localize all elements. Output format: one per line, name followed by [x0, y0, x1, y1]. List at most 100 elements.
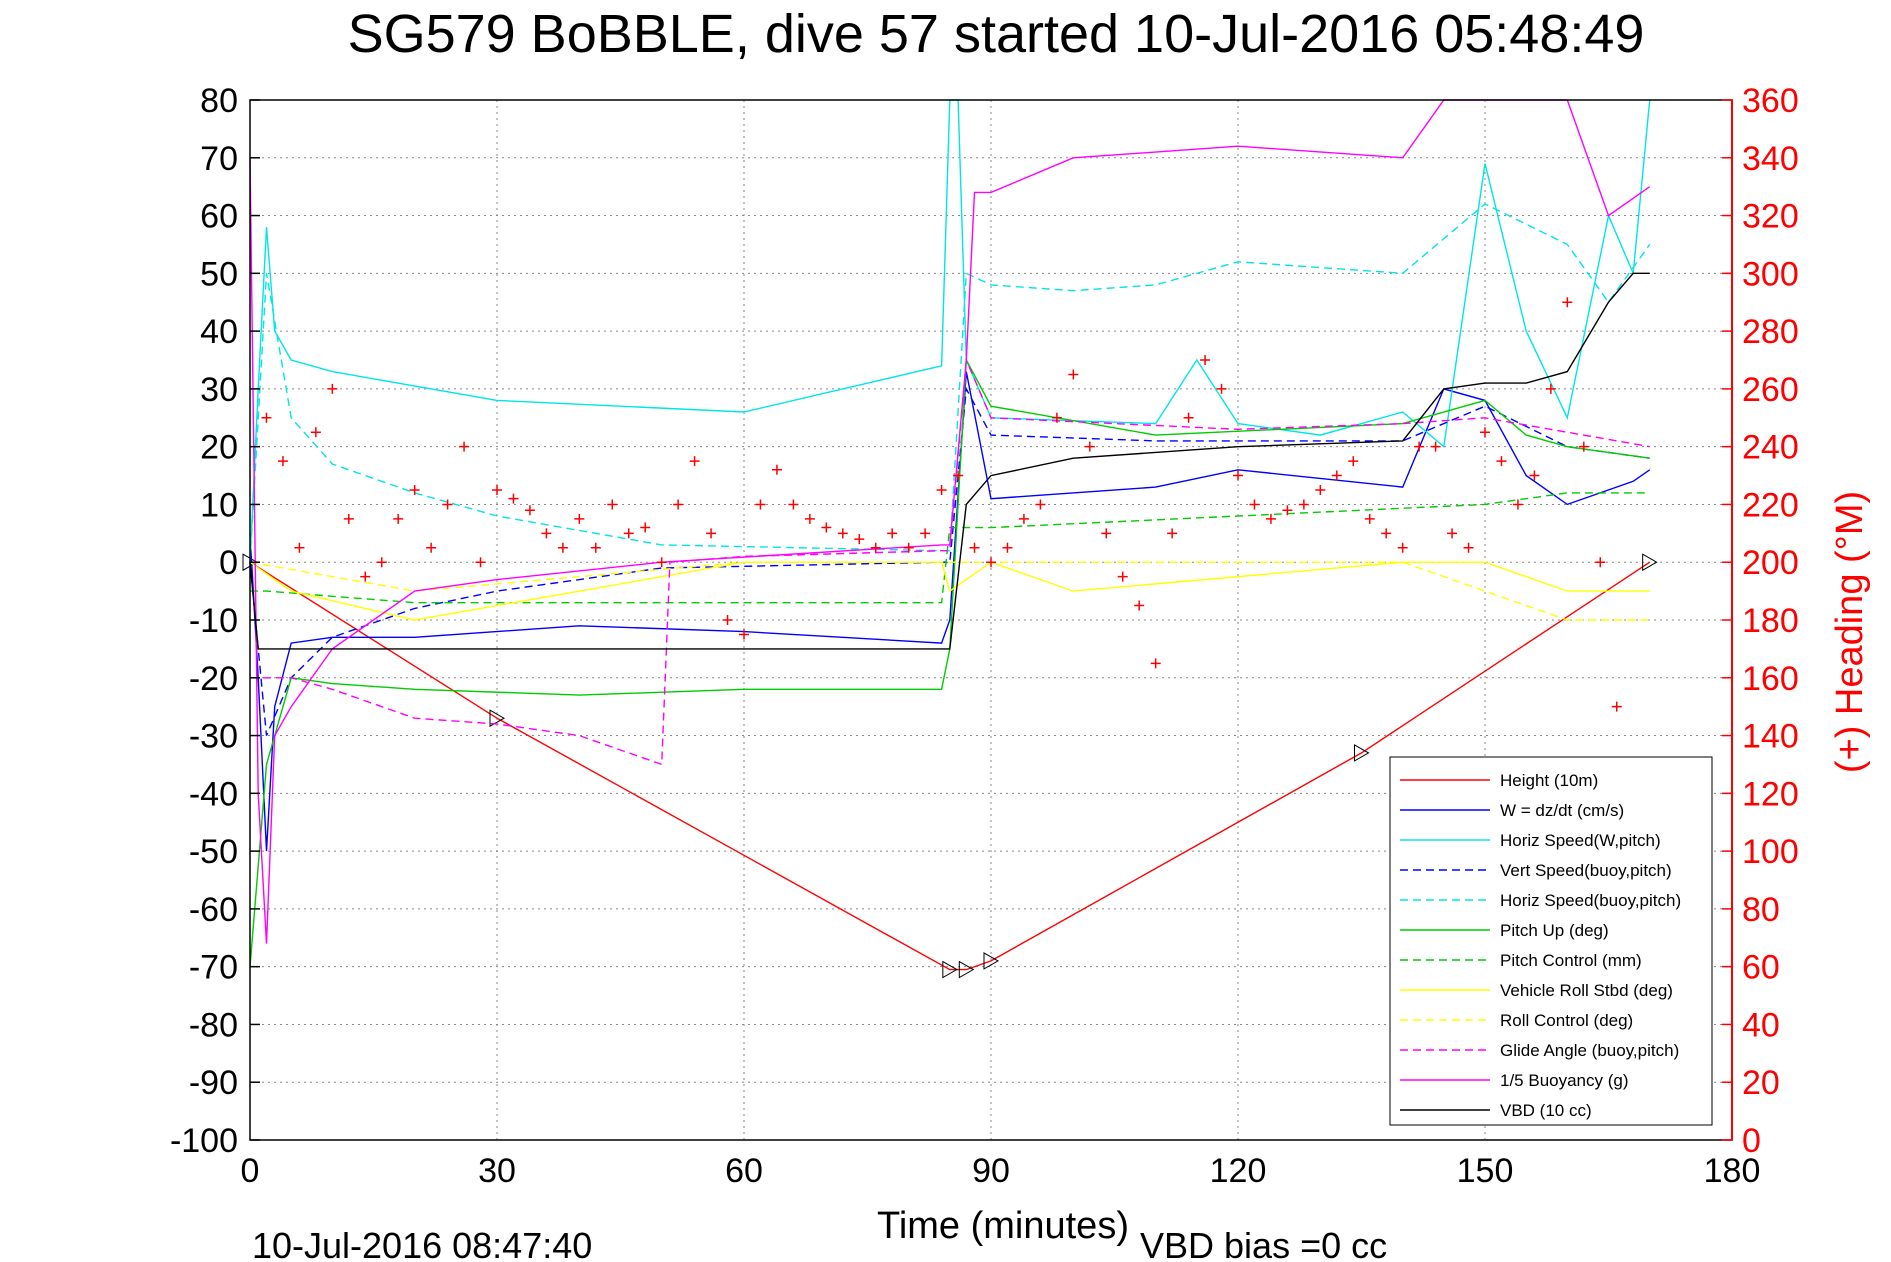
legend-entry: Pitch Up (deg) — [1500, 921, 1609, 940]
heading-marker — [1265, 513, 1276, 524]
heading-marker — [1282, 505, 1293, 516]
heading-marker — [1331, 470, 1342, 481]
heading-marker — [1101, 528, 1112, 539]
heading-marker — [953, 470, 964, 481]
legend-entry: Pitch Control (mm) — [1500, 951, 1642, 970]
y-tick-label: -90 — [189, 1064, 238, 1102]
y2-tick-label: 120 — [1742, 775, 1799, 813]
heading-marker — [1084, 441, 1095, 452]
heading-marker — [310, 427, 321, 438]
heading-marker — [1051, 412, 1062, 423]
height-marker — [958, 960, 975, 979]
legend-entry: Vehicle Roll Stbd (deg) — [1500, 981, 1673, 1000]
series-line — [249, 203, 1651, 563]
x-tick-label: 30 — [478, 1152, 516, 1190]
heading-marker — [739, 629, 749, 640]
legend-entry: Horiz Speed(buoy,pitch) — [1500, 891, 1681, 910]
legend-entry: Roll Control (deg) — [1500, 1011, 1633, 1030]
heading-marker — [788, 499, 799, 510]
x-tick-label: 180 — [1704, 1152, 1761, 1190]
heading-marker — [706, 528, 717, 539]
y2-tick-label: 160 — [1742, 660, 1799, 698]
y2-tick-label: 360 — [1742, 82, 1799, 120]
heading-marker — [1315, 485, 1326, 495]
y-tick-label: 0 — [219, 544, 238, 582]
y-tick-label: -100 — [170, 1122, 238, 1160]
heading-marker — [1298, 499, 1309, 510]
heading-marker — [1545, 383, 1556, 394]
y-tick-label: 50 — [200, 255, 238, 293]
heading-marker — [1529, 470, 1540, 481]
heading-marker — [1512, 499, 1523, 510]
legend-entry: VBD (10 cc) — [1500, 1101, 1592, 1120]
heading-marker — [459, 441, 470, 452]
y-tick-label: -30 — [189, 718, 238, 756]
y-tick-label: 40 — [200, 313, 238, 351]
height-marker — [1642, 553, 1658, 572]
heading-marker — [541, 528, 552, 539]
heading-marker — [475, 557, 486, 568]
heading-marker — [1562, 297, 1573, 308]
y2-tick-label: 240 — [1742, 429, 1799, 467]
footer-vbd-bias: VBD bias =0 cc — [1140, 1225, 1387, 1262]
y2-tick-label: 0 — [1742, 1122, 1761, 1160]
heading-marker — [837, 528, 848, 539]
series-line — [249, 272, 1650, 650]
legend: Height (10m) W = dz/dt (cm/s) Horiz Speed(… — [1389, 756, 1713, 1126]
y2-tick-label: 220 — [1742, 486, 1799, 524]
heading-marker — [590, 542, 601, 553]
heading-marker — [1480, 427, 1490, 438]
y2-tick-label: 340 — [1742, 140, 1799, 178]
ticks-layer: 0 30 60 90 120 150 18080706050403020100-10-20-… — [170, 82, 1799, 1190]
heading-marker — [327, 383, 338, 394]
heading-marker — [1200, 355, 1211, 365]
y-tick-label: -80 — [189, 1006, 238, 1044]
heading-marker — [492, 485, 502, 495]
y-tick-label: -10 — [189, 602, 238, 640]
heading-marker — [1018, 513, 1029, 524]
heading-marker — [524, 505, 535, 516]
height-marker — [489, 709, 506, 728]
x-tick-label: 0 — [241, 1152, 260, 1190]
heading-marker — [277, 456, 288, 467]
y2-tick-label: 80 — [1742, 891, 1780, 929]
heading-marker — [936, 485, 947, 495]
y2-tick-label: 300 — [1742, 255, 1799, 293]
y2-tick-label: 320 — [1742, 198, 1799, 236]
height-marker — [942, 960, 958, 979]
heading-marker — [903, 542, 914, 553]
heading-marker — [771, 464, 782, 475]
x-tick-label: 90 — [972, 1152, 1010, 1190]
series-pitch-control-mm — [250, 492, 1650, 604]
heading-marker — [854, 534, 865, 545]
y-tick-label: 80 — [200, 82, 238, 120]
y2-tick-label: 100 — [1742, 833, 1799, 871]
heading-marker — [1002, 542, 1013, 553]
heading-marker — [969, 542, 980, 553]
x-tick-label: 60 — [725, 1152, 763, 1190]
heading-marker — [1035, 499, 1046, 510]
heading-marker — [294, 542, 305, 553]
heading-marker — [1117, 571, 1128, 582]
y2-tick-label: 60 — [1742, 949, 1780, 987]
height-marker — [1354, 744, 1370, 762]
y2-tick-label: 200 — [1742, 544, 1799, 582]
x-tick-label: 120 — [1210, 1152, 1267, 1190]
series-vehicle-roll-stbd-deg — [249, 561, 1650, 621]
y2-tick-label: 180 — [1742, 602, 1799, 640]
heading-marker — [1447, 528, 1458, 539]
heading-marker — [722, 615, 733, 625]
heading-marker — [557, 542, 568, 553]
y2-tick-label: 140 — [1742, 718, 1799, 756]
heading-marker — [1381, 528, 1392, 539]
series-line — [250, 492, 1650, 604]
series-layer — [242, 99, 1658, 979]
heading-marker — [821, 522, 832, 533]
y-tick-label: 10 — [200, 486, 238, 524]
heading-marker — [1249, 499, 1260, 510]
series-roll-control-deg — [249, 561, 1650, 621]
heading-marker — [1167, 528, 1178, 539]
y-tick-label: 30 — [200, 371, 238, 409]
heading-marker — [261, 412, 272, 423]
x-axis-label: Time (minutes) — [877, 1205, 1129, 1247]
